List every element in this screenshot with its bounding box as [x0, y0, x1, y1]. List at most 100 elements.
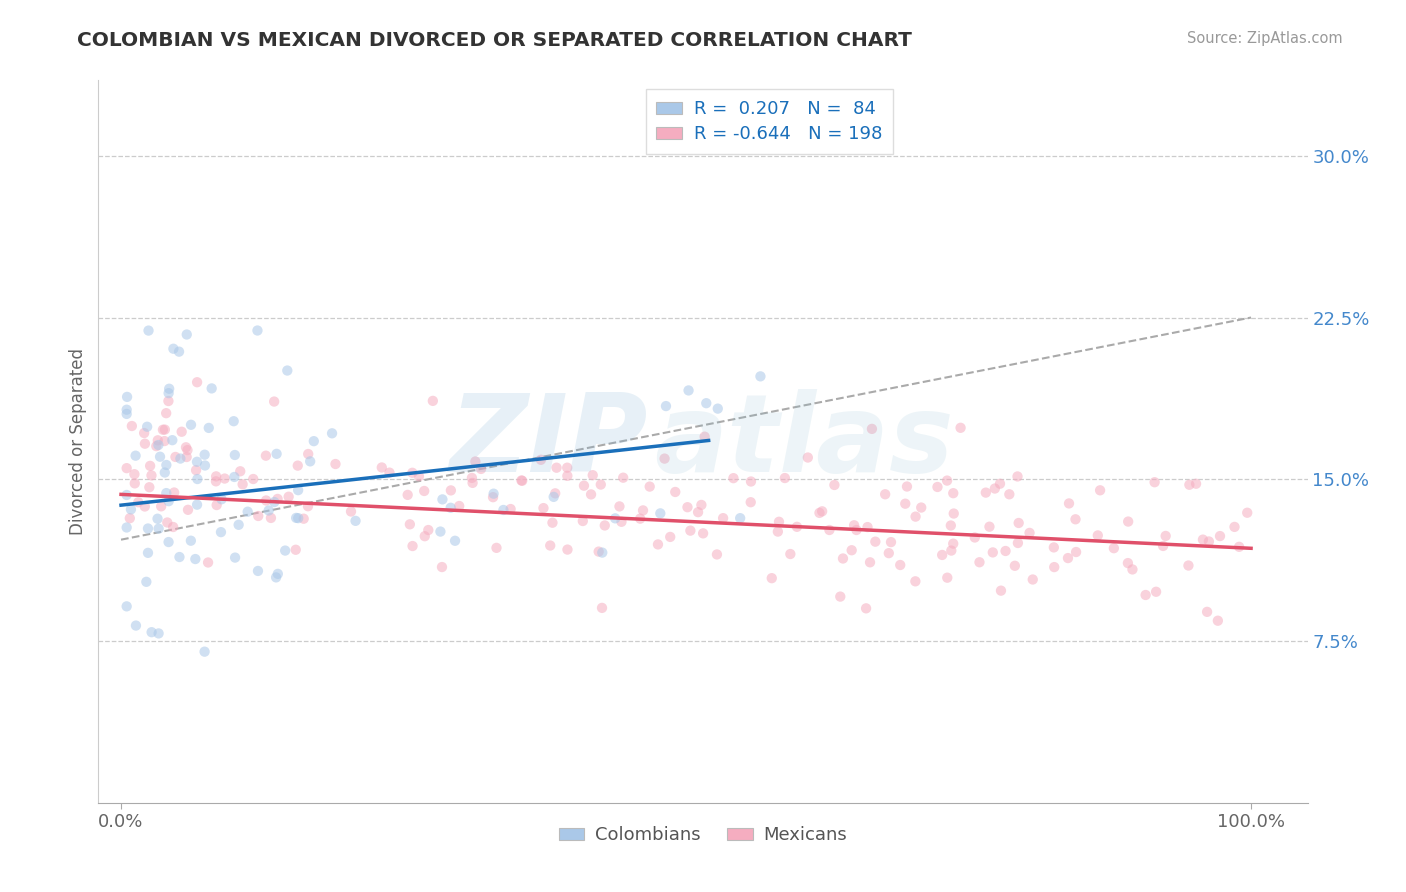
Point — [211, 492, 233, 507]
Point — [254, 449, 277, 463]
Point — [679, 524, 702, 538]
Point — [176, 443, 198, 458]
Point — [1007, 469, 1029, 483]
Point — [169, 549, 191, 564]
Point — [707, 401, 730, 416]
Point — [931, 548, 953, 562]
Point — [153, 466, 176, 480]
Point — [167, 344, 190, 359]
Point — [228, 517, 250, 532]
Point — [936, 474, 959, 488]
Point — [344, 514, 367, 528]
Point — [408, 469, 430, 483]
Point — [287, 511, 309, 525]
Point — [818, 523, 841, 537]
Point — [157, 394, 180, 409]
Point — [768, 515, 790, 529]
Point — [692, 526, 714, 541]
Point — [184, 552, 207, 566]
Point — [841, 543, 863, 558]
Point — [180, 417, 202, 432]
Point — [153, 434, 176, 448]
Point — [148, 438, 170, 452]
Point — [557, 468, 579, 483]
Point — [1121, 562, 1143, 576]
Point — [904, 574, 927, 589]
Point — [299, 454, 322, 468]
Point — [186, 376, 208, 390]
Point — [941, 543, 963, 558]
Point — [214, 471, 236, 485]
Point — [1007, 536, 1029, 550]
Point — [1022, 573, 1045, 587]
Point — [797, 450, 820, 465]
Point — [287, 483, 309, 498]
Point — [461, 471, 484, 485]
Point — [609, 500, 631, 514]
Point — [157, 494, 180, 508]
Point — [591, 600, 613, 615]
Point — [157, 386, 180, 401]
Point — [588, 544, 610, 558]
Point — [139, 458, 162, 473]
Point — [482, 490, 505, 504]
Point — [124, 449, 146, 463]
Point — [124, 476, 146, 491]
Point — [1004, 558, 1026, 573]
Point — [877, 546, 900, 560]
Point — [842, 518, 865, 533]
Point — [263, 495, 285, 509]
Point — [266, 447, 288, 461]
Point — [482, 486, 505, 500]
Point — [711, 511, 734, 525]
Point — [141, 468, 163, 483]
Point — [162, 342, 184, 356]
Point — [274, 543, 297, 558]
Point — [1223, 520, 1246, 534]
Point — [638, 479, 661, 493]
Point — [690, 498, 713, 512]
Point — [740, 495, 762, 509]
Point — [942, 536, 965, 550]
Point — [141, 625, 163, 640]
Point — [430, 560, 453, 574]
Point — [246, 324, 269, 338]
Point — [134, 436, 156, 450]
Point — [859, 555, 882, 569]
Point — [773, 471, 796, 485]
Point — [693, 430, 716, 444]
Point — [589, 477, 612, 491]
Point — [855, 601, 877, 615]
Point — [979, 519, 1001, 533]
Point — [499, 502, 522, 516]
Point — [546, 460, 568, 475]
Point — [664, 485, 686, 500]
Point — [1152, 539, 1174, 553]
Point — [186, 498, 208, 512]
Point — [127, 495, 149, 509]
Point — [242, 472, 264, 486]
Point — [263, 394, 285, 409]
Point — [146, 512, 169, 526]
Point — [205, 475, 228, 489]
Point — [165, 450, 187, 464]
Point — [1043, 560, 1066, 574]
Point — [579, 487, 602, 501]
Point — [180, 533, 202, 548]
Point — [169, 451, 191, 466]
Point — [396, 488, 419, 502]
Point — [138, 324, 160, 338]
Point — [292, 512, 315, 526]
Point — [949, 421, 972, 435]
Point — [135, 574, 157, 589]
Point — [1236, 506, 1258, 520]
Point — [155, 406, 177, 420]
Point — [177, 503, 200, 517]
Point — [538, 539, 561, 553]
Point — [856, 520, 879, 534]
Point — [224, 448, 246, 462]
Point — [510, 474, 533, 488]
Point — [260, 511, 283, 525]
Point — [340, 504, 363, 518]
Point — [555, 460, 578, 475]
